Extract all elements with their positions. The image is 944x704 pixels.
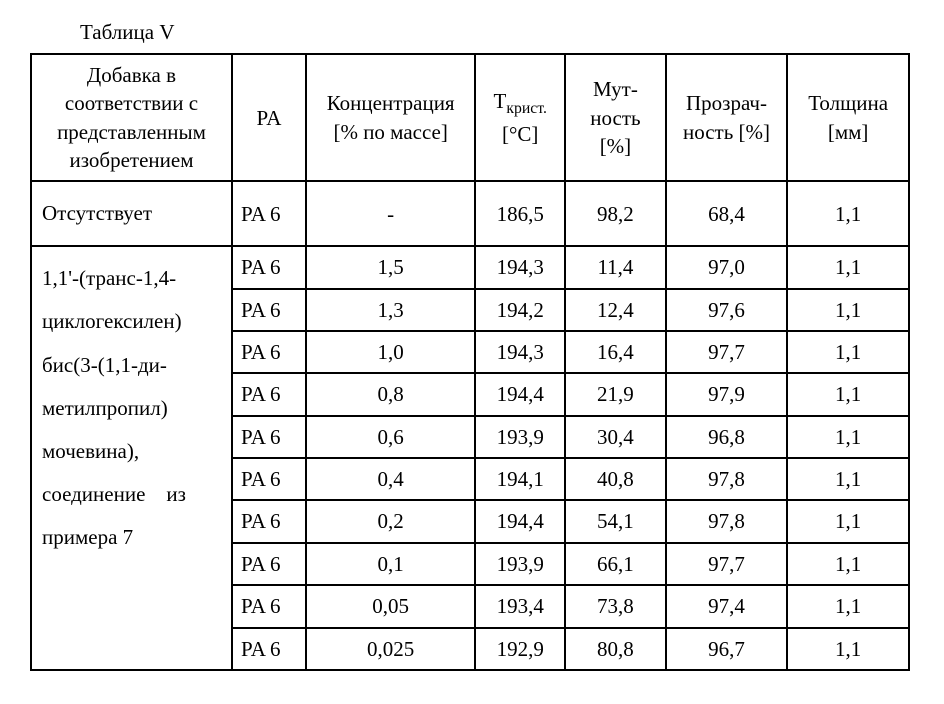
- cell-tcr: 193,9: [475, 543, 565, 585]
- cell-pa: PA 6: [232, 181, 306, 246]
- cell-clar: 97,8: [666, 500, 788, 542]
- table-row: Отсутствует PA 6 - 186,5 98,2 68,4 1,1: [31, 181, 909, 246]
- cell-thick: 1,1: [787, 585, 909, 627]
- cell-conc: 0,1: [306, 543, 475, 585]
- cell-haze: 54,1: [565, 500, 665, 542]
- cell-conc: 0,6: [306, 416, 475, 458]
- cell-additive: Отсутствует: [31, 181, 232, 246]
- cell-clar: 97,8: [666, 458, 788, 500]
- cell-clar: 97,6: [666, 289, 788, 331]
- cell-haze: 40,8: [565, 458, 665, 500]
- cell-haze: 11,4: [565, 246, 665, 288]
- cell-clar: 97,9: [666, 373, 788, 415]
- data-table: Добавка в соответствии с представленным …: [30, 53, 910, 671]
- cell-tcr: 186,5: [475, 181, 565, 246]
- cell-haze: 66,1: [565, 543, 665, 585]
- cell-clar: 97,7: [666, 331, 788, 373]
- cell-conc: -: [306, 181, 475, 246]
- col-haze: Мут-ность [%]: [565, 54, 665, 181]
- cell-haze: 16,4: [565, 331, 665, 373]
- cell-thick: 1,1: [787, 628, 909, 670]
- cell-additive-compound: 1,1'-(транс-1,4-циклогексилен)бис(3-(1,1…: [31, 246, 232, 669]
- cell-clar: 96,8: [666, 416, 788, 458]
- cell-clar: 96,7: [666, 628, 788, 670]
- cell-haze: 21,9: [565, 373, 665, 415]
- cell-tcr: 193,9: [475, 416, 565, 458]
- cell-clar: 97,4: [666, 585, 788, 627]
- cell-tcr: 194,1: [475, 458, 565, 500]
- cell-conc: 0,4: [306, 458, 475, 500]
- cell-pa: PA 6: [232, 289, 306, 331]
- cell-conc: 1,0: [306, 331, 475, 373]
- cell-haze: 73,8: [565, 585, 665, 627]
- t-unit: [°C]: [502, 122, 538, 146]
- cell-pa: PA 6: [232, 416, 306, 458]
- cell-pa: PA 6: [232, 246, 306, 288]
- table-body: Отсутствует PA 6 - 186,5 98,2 68,4 1,1 1…: [31, 181, 909, 669]
- col-additive: Добавка в соответствии с представленным …: [31, 54, 232, 181]
- table-header-row: Добавка в соответствии с представленным …: [31, 54, 909, 181]
- cell-haze: 98,2: [565, 181, 665, 246]
- cell-thick: 1,1: [787, 331, 909, 373]
- cell-haze: 12,4: [565, 289, 665, 331]
- cell-conc: 0,05: [306, 585, 475, 627]
- cell-tcr: 194,4: [475, 500, 565, 542]
- cell-haze: 80,8: [565, 628, 665, 670]
- cell-pa: PA 6: [232, 331, 306, 373]
- cell-conc: 1,5: [306, 246, 475, 288]
- cell-pa: PA 6: [232, 585, 306, 627]
- col-pa: PA: [232, 54, 306, 181]
- cell-thick: 1,1: [787, 181, 909, 246]
- cell-conc: 0,8: [306, 373, 475, 415]
- cell-conc: 1,3: [306, 289, 475, 331]
- col-t-cryst: Tкрист. [°C]: [475, 54, 565, 181]
- cell-haze: 30,4: [565, 416, 665, 458]
- cell-thick: 1,1: [787, 458, 909, 500]
- cell-pa: PA 6: [232, 543, 306, 585]
- col-thickness: Толщина [мм]: [787, 54, 909, 181]
- cell-pa: PA 6: [232, 458, 306, 500]
- cell-tcr: 194,3: [475, 331, 565, 373]
- t-prefix: T: [494, 89, 507, 113]
- cell-tcr: 192,9: [475, 628, 565, 670]
- table-caption: Таблица V: [80, 20, 914, 45]
- cell-conc: 0,025: [306, 628, 475, 670]
- cell-pa: PA 6: [232, 628, 306, 670]
- cell-thick: 1,1: [787, 416, 909, 458]
- table-row: 1,1'-(транс-1,4-циклогексилен)бис(3-(1,1…: [31, 246, 909, 288]
- cell-tcr: 194,2: [475, 289, 565, 331]
- cell-tcr: 194,4: [475, 373, 565, 415]
- cell-clar: 97,7: [666, 543, 788, 585]
- cell-pa: PA 6: [232, 500, 306, 542]
- cell-thick: 1,1: [787, 500, 909, 542]
- cell-thick: 1,1: [787, 373, 909, 415]
- cell-tcr: 193,4: [475, 585, 565, 627]
- cell-clar: 97,0: [666, 246, 788, 288]
- cell-thick: 1,1: [787, 246, 909, 288]
- cell-thick: 1,1: [787, 543, 909, 585]
- cell-pa: PA 6: [232, 373, 306, 415]
- cell-tcr: 194,3: [475, 246, 565, 288]
- cell-conc: 0,2: [306, 500, 475, 542]
- cell-thick: 1,1: [787, 289, 909, 331]
- cell-clar: 68,4: [666, 181, 788, 246]
- col-clarity: Прозрач-ность [%]: [666, 54, 788, 181]
- t-sub: крист.: [506, 100, 547, 117]
- col-concentration: Концентрация [% по массе]: [306, 54, 475, 181]
